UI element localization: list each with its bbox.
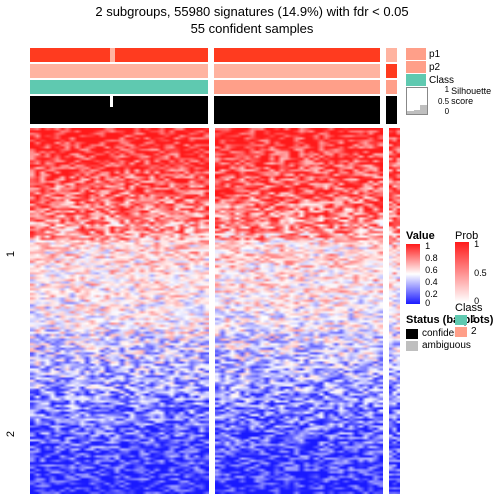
title-line1: 2 subgroups, 55980 signatures (14.9%) wi… [0, 4, 504, 21]
class-item: 1 [455, 314, 503, 325]
row-label-1: 1 [5, 251, 17, 257]
anno-p1 [30, 48, 400, 62]
prob-ticks: 1 0.5 0 [472, 242, 492, 302]
p2-swatch [406, 61, 426, 73]
anno-class [30, 80, 400, 94]
silhouette-barlegend: 1 0.5 0 [406, 87, 428, 115]
row-cluster-labels: 1 2 [8, 48, 28, 488]
annotation-side-labels: p1 p2 Class 1 0.5 0 Silhouette score [406, 48, 501, 116]
sil-tick-1: 1 [445, 86, 449, 94]
p1-label: p1 [429, 49, 440, 60]
value-ticks: 1 0.8 0.6 0.4 0.2 0 [423, 244, 443, 304]
title-line2: 55 confident samples [0, 21, 504, 38]
sil-tick-0: 0 [445, 108, 449, 116]
row-label-2: 2 [5, 431, 17, 437]
status-item: ambiguous [406, 340, 501, 351]
class-swatch [406, 74, 426, 86]
plot-area [30, 48, 400, 488]
sil-tick-05: 0.5 [438, 98, 449, 106]
class-item: 2 [455, 326, 503, 337]
silhouette-label: Silhouette score [451, 87, 501, 107]
prob-class-legends: Prob 1 0.5 0 Class 12 [455, 230, 503, 338]
value-gradient [406, 244, 420, 304]
anno-silhouette [30, 96, 400, 124]
heatmap [30, 128, 400, 494]
p1-swatch [406, 48, 426, 60]
prob-gradient [455, 242, 469, 302]
p2-label: p2 [429, 62, 440, 73]
class-label: Class [429, 75, 454, 86]
anno-p2 [30, 64, 400, 78]
